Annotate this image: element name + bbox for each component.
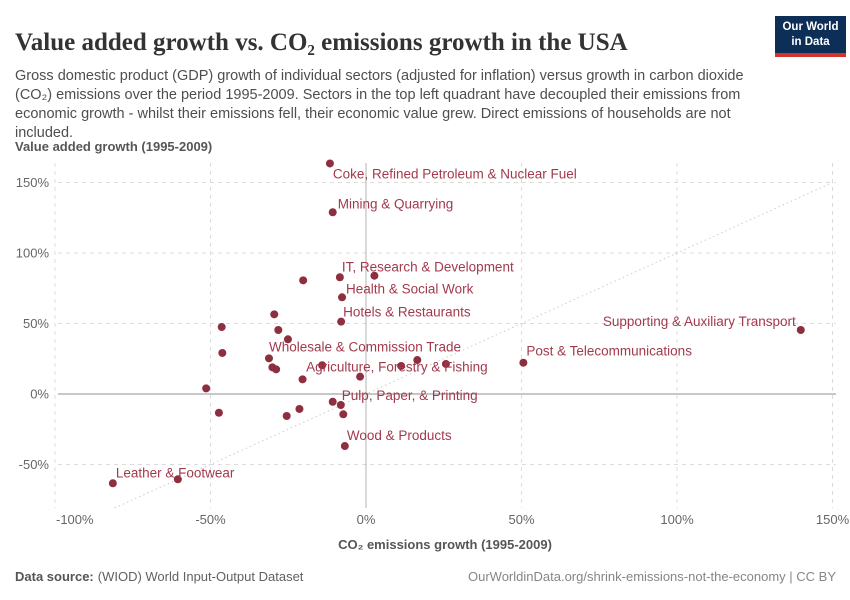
data-point-wholesale-commission-trade[interactable] [264,354,273,363]
identity-reference-line [114,182,833,509]
data-point[interactable] [218,348,227,357]
point-label: Leather & Footwear [116,465,235,480]
data-point[interactable] [283,335,292,344]
point-label: Pulp, Paper, & Printing [342,388,478,403]
point-label: Agriculture, Forestry & Fishing [306,360,488,375]
x-tick-label: 150% [816,512,850,527]
owid-logo-line2: in Data [791,35,830,48]
point-label: Wholesale & Commission Trade [269,339,461,354]
x-tick-label: 100% [660,512,694,527]
data-point-supporting-auxiliary-transport[interactable] [796,325,805,334]
point-label: Health & Social Work [346,281,474,296]
data-point-it-research-development[interactable] [335,273,344,282]
data-point[interactable] [299,276,308,285]
data-point[interactable] [202,384,211,393]
x-axis-title: CO₂ emissions growth (1995-2009) [338,537,552,552]
y-tick-label: 100% [16,246,50,261]
data-point-mining-quarrying[interactable] [328,208,337,217]
data-point[interactable] [270,310,279,319]
data-point-hotels-restaurants[interactable] [337,317,346,326]
point-label: Supporting & Auxiliary Transport [603,314,796,329]
data-point[interactable] [328,397,337,406]
data-source-value: (WIOD) World Input-Output Dataset [97,569,304,584]
data-point[interactable] [173,475,182,484]
point-label: IT, Research & Development [342,259,514,274]
data-source-note: Data source: (WIOD) World Input-Output Da… [15,569,303,584]
owid-logo: Our World in Data [775,16,846,57]
x-tick-label: 0% [357,512,376,527]
data-point[interactable] [282,411,291,420]
data-point[interactable] [217,323,226,332]
x-tick-label: 50% [508,512,534,527]
data-point[interactable] [295,404,304,413]
data-point-health-social-work[interactable] [338,293,347,302]
data-point-pulp-paper-printing[interactable] [336,400,345,409]
data-point-wood-products[interactable] [340,442,349,451]
data-point-coke-refined-petroleum-nuclear-fuel[interactable] [325,159,334,168]
point-label: Coke, Refined Petroleum & Nuclear Fuel [333,166,577,181]
y-tick-label: -50% [19,457,50,472]
data-point[interactable] [339,410,348,419]
data-point[interactable] [441,359,450,368]
point-label: Hotels & Restaurants [343,305,471,320]
data-point-post-telecommunications[interactable] [519,358,528,367]
data-point-agriculture-forestry-fishing[interactable] [356,372,365,381]
data-point[interactable] [397,361,406,370]
data-point[interactable] [298,375,307,384]
owid-logo-line1: Our World [782,21,839,33]
chart-title: Value added growth vs. CO₂ emissions gro… [15,28,628,56]
y-tick-label: 0% [30,387,49,402]
point-label: Wood & Products [347,428,452,443]
data-point[interactable] [274,325,283,334]
point-label: Post & Telecommunications [526,344,692,359]
x-tick-label: -100% [56,512,94,527]
y-tick-label: 50% [23,316,49,331]
data-point[interactable] [272,365,281,374]
x-tick-label: -50% [195,512,226,527]
data-source-label: Data source: [15,569,94,584]
credit-link[interactable]: OurWorldinData.org/shrink-emissions-not-… [468,569,836,584]
chart-subtitle: Gross domestic product (GDP) growth of i… [15,67,744,142]
data-point[interactable] [413,356,422,365]
data-point[interactable] [318,361,327,370]
point-label: Mining & Quarrying [338,196,454,211]
data-point[interactable] [370,271,379,280]
y-axis-title: Value added growth (1995-2009) [15,139,213,154]
data-point[interactable] [214,408,223,417]
data-point-leather-footwear[interactable] [108,479,117,488]
y-tick-label: 150% [16,175,50,190]
